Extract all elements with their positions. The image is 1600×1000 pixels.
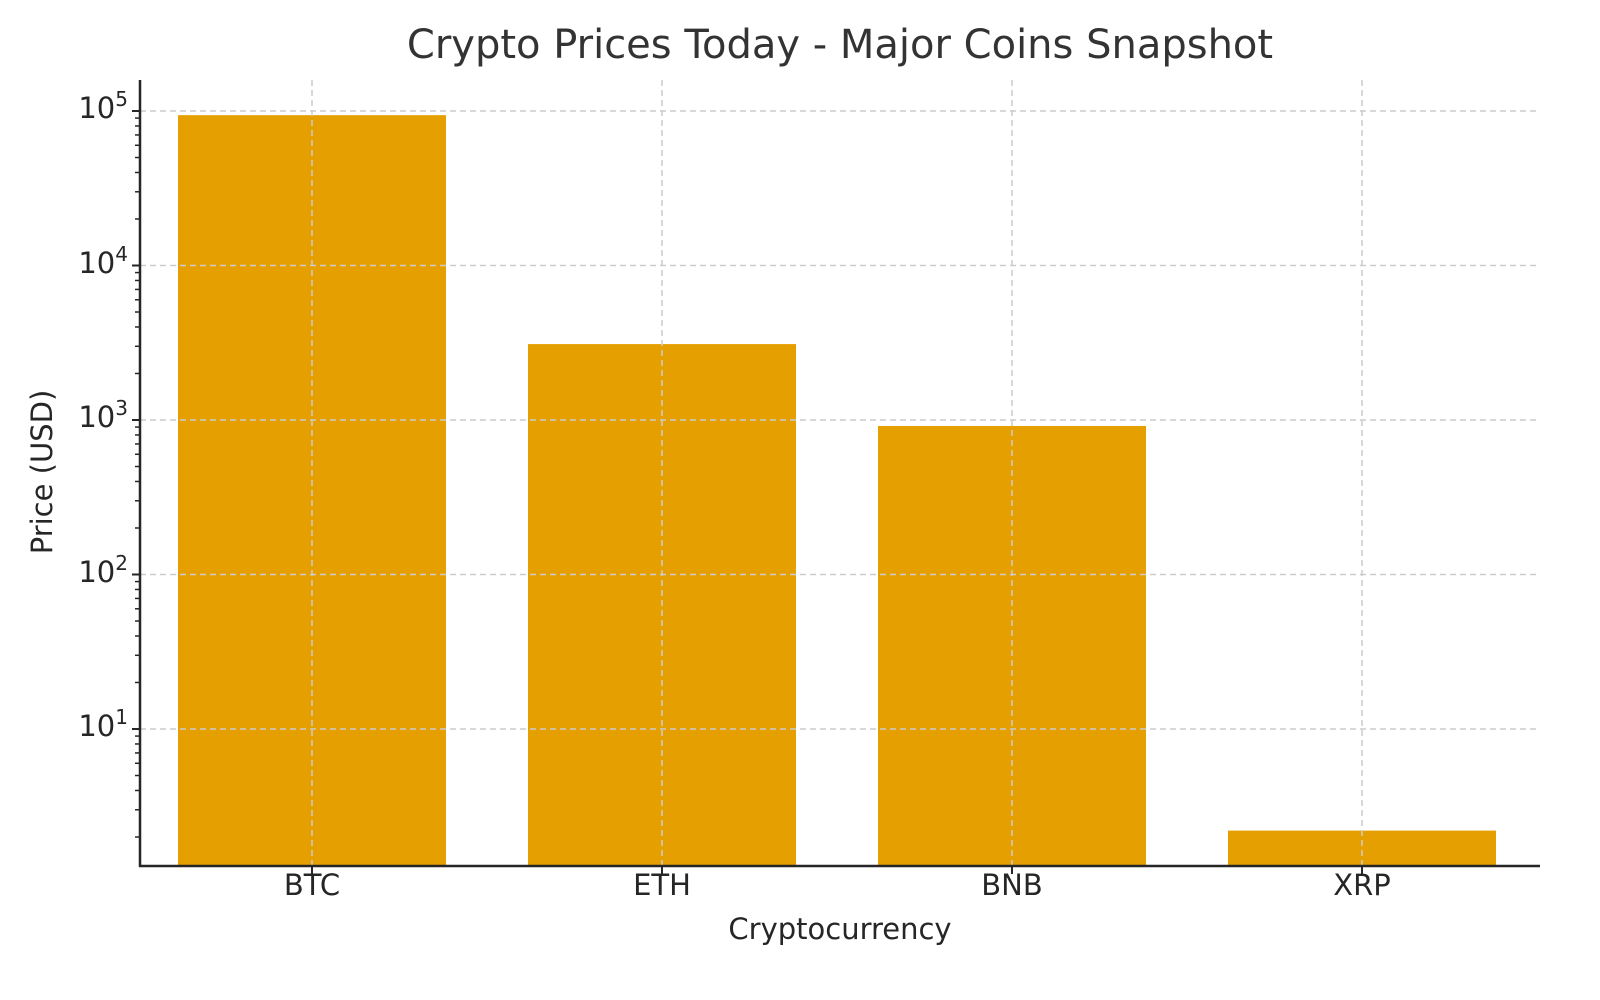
x-tick-label-bnb: BNB <box>981 868 1043 902</box>
x-tick-label-eth: ETH <box>633 868 691 902</box>
x-axis-label: Cryptocurrency <box>728 912 952 946</box>
y-tick-label: 105 <box>78 87 128 125</box>
y-tick-label: 102 <box>78 550 128 589</box>
y-tick-label: 101 <box>78 705 128 743</box>
y-tick-label: 103 <box>78 396 128 434</box>
x-tick-label-xrp: XRP <box>1333 868 1391 902</box>
chart-title: Crypto Prices Today - Major Coins Snapsh… <box>406 22 1274 68</box>
y-axis-label: Price (USD) <box>25 389 59 555</box>
gridlines <box>140 80 1540 866</box>
x-tick-label-btc: BTC <box>283 868 341 902</box>
y-tick-label: 104 <box>78 241 128 280</box>
axes <box>132 80 1540 874</box>
bars <box>178 115 1496 867</box>
